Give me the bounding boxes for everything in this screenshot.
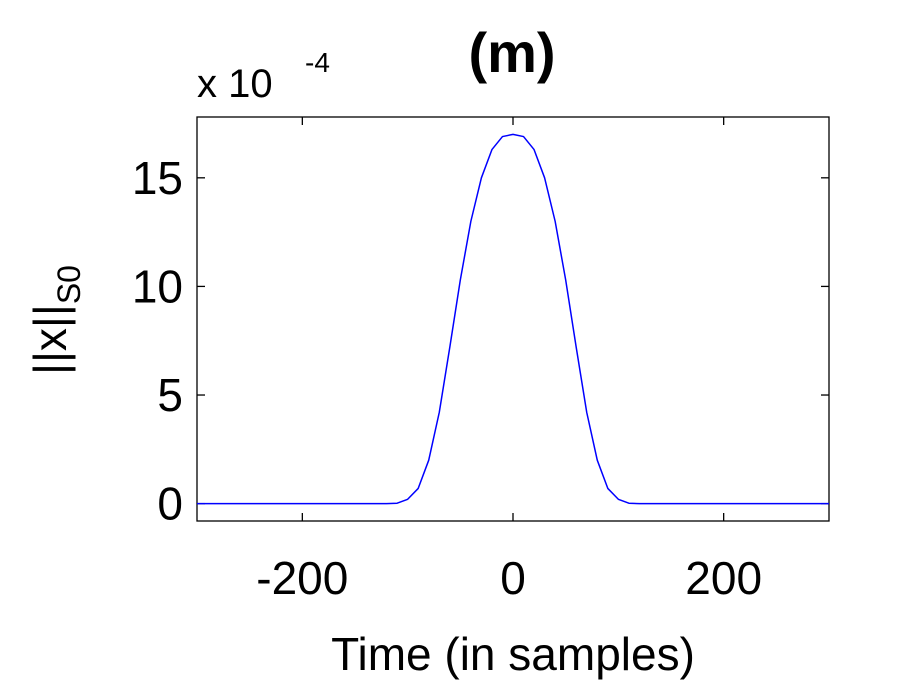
y-tick-label: 10 — [132, 260, 183, 312]
y-axis-label-text: ||x||S0 — [24, 265, 87, 375]
y-multiplier: x 10 -4 — [197, 47, 330, 106]
x-tick-label: 200 — [685, 552, 762, 604]
chart-title: (m) — [468, 21, 555, 84]
y-axis-label-main: ||x|| — [24, 304, 76, 375]
y-multiplier-exponent: -4 — [305, 47, 330, 78]
y-axis-label-subscript: S0 — [51, 265, 87, 304]
x-axis-ticks: -200 0 200 — [256, 117, 762, 604]
y-tick-label: 5 — [157, 369, 183, 421]
x-axis-label: Time (in samples) — [331, 628, 695, 680]
y-multiplier-prefix: x 10 — [197, 62, 273, 106]
series-line — [197, 133, 829, 505]
y-axis-label: ||x||S0 — [24, 265, 87, 375]
series-group — [197, 133, 829, 505]
x-tick-label: 0 — [500, 552, 526, 604]
y-tick-label: 0 — [157, 478, 183, 530]
x-tick-label: -200 — [256, 552, 348, 604]
y-tick-label: 15 — [132, 152, 183, 204]
